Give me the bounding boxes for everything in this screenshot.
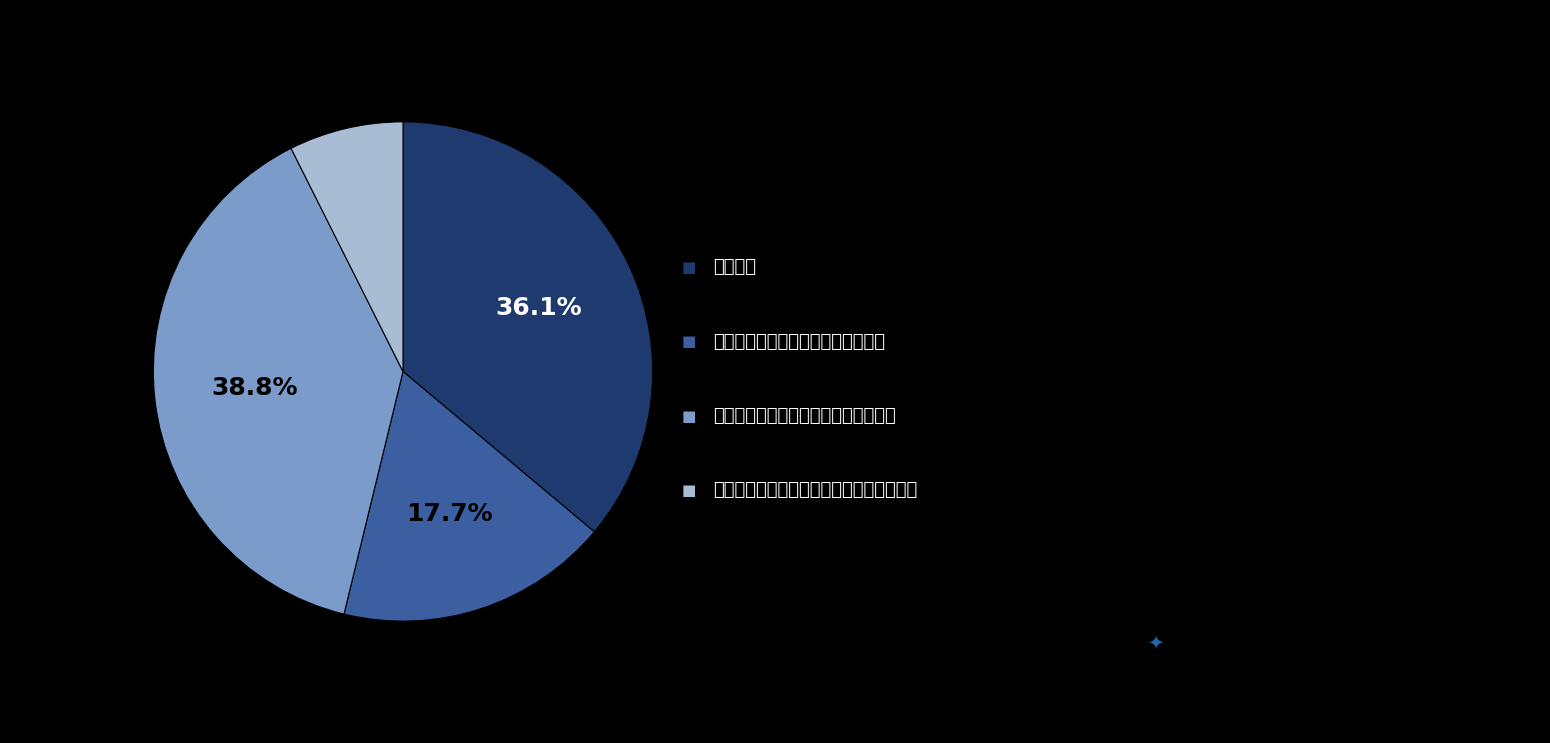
Text: 充足した: 充足した — [713, 259, 756, 276]
Wedge shape — [403, 122, 653, 532]
Text: ✦: ✦ — [1147, 633, 1164, 652]
Text: ■: ■ — [682, 409, 696, 424]
Text: 充足していないが採用活動を終えた: 充足していないが採用活動を終えた — [713, 333, 885, 351]
Text: ■: ■ — [682, 483, 696, 498]
Text: ■: ■ — [682, 260, 696, 275]
Text: ■: ■ — [682, 334, 696, 349]
Text: 充足しておらず採用活動を続けるか検討中: 充足しておらず採用活動を続けるか検討中 — [713, 481, 918, 499]
Text: 充足しておらず採用活動を続けている: 充足しておらず採用活動を続けている — [713, 407, 896, 425]
Text: 17.7%: 17.7% — [406, 502, 493, 526]
Text: 36.1%: 36.1% — [496, 296, 583, 320]
Wedge shape — [153, 149, 403, 614]
Text: ジョブドラフト: ジョブドラフト — [1226, 634, 1296, 652]
Wedge shape — [291, 122, 403, 372]
Wedge shape — [344, 372, 594, 621]
Text: 38.8%: 38.8% — [211, 377, 298, 400]
